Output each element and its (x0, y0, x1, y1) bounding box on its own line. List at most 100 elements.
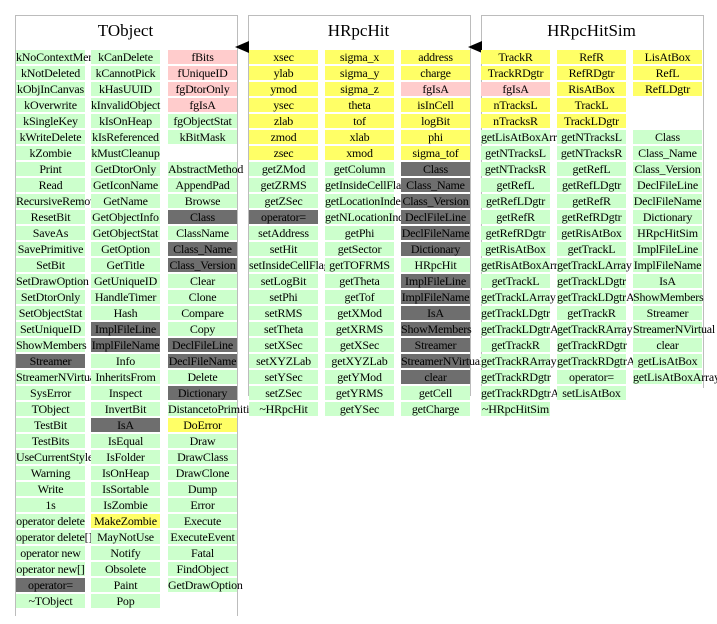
member-cell[interactable]: Class_Name (401, 178, 470, 192)
member-cell[interactable]: TestBit (16, 418, 85, 432)
member-cell[interactable]: setZSec (249, 386, 318, 400)
member-cell[interactable]: GetName (91, 194, 160, 208)
member-cell[interactable]: ~HRpcHitSim (481, 402, 550, 416)
member-cell[interactable]: xmod (325, 146, 394, 160)
member-cell[interactable]: Class (401, 162, 470, 176)
member-cell[interactable]: getTrackLDgtrArray (557, 290, 653, 304)
member-cell[interactable]: ShowMembers (633, 290, 704, 304)
member-cell[interactable]: SavePrimitive (16, 242, 85, 256)
member-cell[interactable]: getTrackRArray (557, 322, 633, 336)
member-cell[interactable]: getTrackR (481, 338, 550, 352)
member-cell[interactable]: getRisAtBox (557, 226, 626, 240)
member-cell[interactable]: UseCurrentStyle (16, 450, 93, 464)
member-cell[interactable]: Inspect (91, 386, 160, 400)
member-cell[interactable]: ShowMembers (401, 322, 472, 336)
member-cell[interactable]: kNoContextMenu (16, 50, 100, 64)
member-cell[interactable]: GetOption (91, 242, 160, 256)
member-cell[interactable]: DeclFileName (633, 194, 702, 208)
member-cell[interactable]: tof (325, 114, 394, 128)
member-cell[interactable]: operator new[] (16, 562, 85, 576)
member-cell[interactable]: RefR (557, 50, 626, 64)
member-cell[interactable]: logBit (401, 114, 470, 128)
member-cell[interactable]: Class_Version (168, 258, 237, 272)
member-cell[interactable]: getYSec (325, 402, 394, 416)
member-cell[interactable]: getNTracksR (557, 146, 626, 160)
member-cell[interactable]: MayNotUse (91, 530, 160, 544)
member-cell[interactable]: getLocationIndex (325, 194, 407, 208)
member-cell[interactable]: getTrackLDgtrArray (481, 322, 577, 336)
member-cell[interactable]: setXSec (249, 338, 318, 352)
member-cell[interactable]: TrackR (481, 50, 550, 64)
member-cell[interactable]: Dictionary (633, 210, 702, 224)
member-cell[interactable]: GetTitle (91, 258, 160, 272)
member-cell[interactable]: Delete (168, 370, 237, 384)
member-cell[interactable]: fgIsA (168, 98, 237, 112)
member-cell[interactable]: getTrackRDgtr (557, 338, 627, 352)
member-cell[interactable]: MakeZombie (91, 514, 160, 528)
member-cell[interactable]: getRefR (481, 210, 550, 224)
member-cell[interactable]: getNLocationIndex (325, 210, 415, 224)
member-cell[interactable]: HRpcHit (401, 258, 470, 272)
member-cell[interactable]: getCell (401, 386, 470, 400)
member-cell[interactable]: Clone (168, 290, 237, 304)
member-cell[interactable]: AbstractMethod (168, 162, 244, 176)
member-cell[interactable]: getRefRDgtr (557, 210, 626, 224)
member-cell[interactable]: GetDtorOnly (91, 162, 160, 176)
member-cell[interactable]: getColumn (325, 162, 394, 176)
member-cell[interactable]: DistancetoPrimitive (168, 402, 261, 416)
member-cell[interactable]: HandleTimer (91, 290, 160, 304)
member-cell[interactable]: Paint (91, 578, 160, 592)
member-cell[interactable]: phi (401, 130, 470, 144)
member-cell[interactable]: getNTracksL (481, 146, 550, 160)
member-cell[interactable]: getTrackLArray (481, 290, 556, 304)
member-cell[interactable]: DeclFileName (168, 354, 237, 368)
member-cell[interactable]: ImplFileName (401, 290, 470, 304)
member-cell[interactable]: Execute (168, 514, 237, 528)
member-cell[interactable]: Compare (168, 306, 237, 320)
member-cell[interactable]: getLisAtBox (633, 354, 702, 368)
member-cell[interactable]: getRisAtBox (481, 242, 550, 256)
member-cell[interactable]: FindObject (168, 562, 237, 576)
member-cell[interactable]: getTrackLDgtr (557, 274, 626, 288)
member-cell[interactable]: nTracksR (481, 114, 550, 128)
member-cell[interactable]: DeclFileLine (168, 338, 237, 352)
member-cell[interactable]: ~HRpcHit (249, 402, 318, 416)
member-cell[interactable]: getXSec (325, 338, 394, 352)
member-cell[interactable]: Warning (16, 466, 85, 480)
member-cell[interactable]: GetDrawOption (168, 578, 243, 592)
member-cell[interactable]: operator= (16, 578, 85, 592)
member-cell[interactable]: ShowMembers (16, 338, 87, 352)
member-cell[interactable]: getXMod (325, 306, 394, 320)
member-cell[interactable]: setInsideCellFlag (249, 258, 330, 272)
member-cell[interactable]: Notify (91, 546, 160, 560)
member-cell[interactable]: TObject (16, 402, 85, 416)
member-cell[interactable]: DoError (168, 418, 237, 432)
member-cell[interactable]: SetBit (16, 258, 85, 272)
member-cell[interactable]: Dictionary (168, 386, 237, 400)
member-cell[interactable]: Streamer (401, 338, 470, 352)
member-cell[interactable]: getTof (325, 290, 394, 304)
member-cell[interactable]: kCannotPick (91, 66, 160, 80)
member-cell[interactable]: Copy (168, 322, 237, 336)
member-cell[interactable]: TrackLDgtr (557, 114, 626, 128)
member-cell[interactable]: Draw (168, 434, 237, 448)
member-cell[interactable]: Class (633, 130, 702, 144)
member-cell[interactable]: clear (401, 370, 470, 384)
member-cell[interactable]: TrackRDgtr (481, 66, 550, 80)
member-cell[interactable]: SetDrawOption (16, 274, 89, 288)
member-cell[interactable]: getTrackLDgtr (481, 306, 550, 320)
member-cell[interactable]: getTrackR (557, 306, 626, 320)
member-cell[interactable]: Dump (168, 482, 237, 496)
member-cell[interactable]: setXYZLab (249, 354, 318, 368)
member-cell[interactable]: kIsOnHeap (91, 114, 160, 128)
member-cell[interactable]: getTrackRDgtr (481, 370, 551, 384)
member-cell[interactable]: operator= (557, 370, 626, 384)
member-cell[interactable]: Class_Version (633, 162, 702, 176)
member-cell[interactable]: 1s (16, 498, 85, 512)
member-cell[interactable]: getRefR (557, 194, 626, 208)
member-cell[interactable]: ImplFileName (91, 338, 160, 352)
member-cell[interactable]: getRefLDgtr (557, 178, 626, 192)
member-cell[interactable]: sigma_x (325, 50, 394, 64)
member-cell[interactable]: Class_Name (633, 146, 702, 160)
member-cell[interactable]: getNTracksL (557, 130, 626, 144)
